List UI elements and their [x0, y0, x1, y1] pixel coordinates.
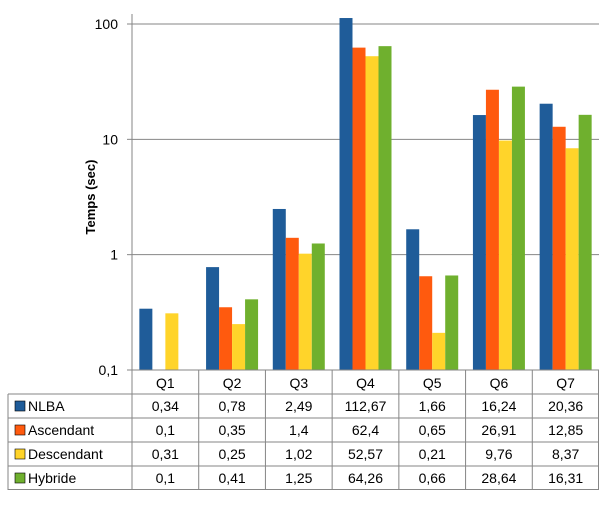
data-label: 0,1	[156, 422, 176, 438]
data-label: 1,4	[289, 422, 309, 438]
data-label: 62,4	[352, 422, 379, 438]
y-tick-label: 0,1	[99, 362, 119, 378]
bar-nlba-q7	[539, 103, 553, 371]
x-tick-label: Q2	[223, 375, 242, 391]
data-label: 0,78	[218, 398, 245, 414]
data-label: 0,66	[419, 470, 446, 486]
bar-nlba-q3	[272, 208, 286, 370]
data-label: 0,1	[156, 470, 176, 486]
bar-descendant-q1	[165, 313, 179, 370]
bar-ascendant-q4	[352, 47, 366, 371]
bar-descendant-q3	[298, 253, 312, 370]
x-tick-label: Q6	[490, 375, 509, 391]
bar-hybride-q2	[245, 299, 259, 370]
bar-descendant-q6	[498, 140, 512, 370]
x-tick-label: Q3	[289, 375, 308, 391]
legend-key-nlba	[14, 400, 26, 412]
x-tick-label: Q4	[356, 375, 375, 391]
bar-descendant-q7	[565, 148, 579, 370]
data-label: 0,25	[218, 446, 245, 462]
data-label: 112,67	[345, 398, 387, 414]
bar-nlba-q5	[406, 229, 420, 370]
y-tick-label: 10	[102, 131, 118, 147]
data-label: 16,24	[481, 398, 516, 414]
data-label: 0,65	[419, 422, 446, 438]
data-label: 1,66	[419, 398, 446, 414]
bar-nlba-q4	[339, 18, 353, 370]
bar-hybride-q7	[578, 114, 592, 370]
data-label: 0,34	[152, 398, 179, 414]
bar-hybride-q4	[378, 46, 392, 370]
x-tick-label: Q7	[556, 375, 575, 391]
legend-label-hybride: Hybride	[28, 470, 76, 486]
legend-label-ascendant: Ascendant	[28, 422, 94, 438]
data-label: 20,36	[548, 398, 583, 414]
x-tick-label: Q1	[156, 375, 175, 391]
legend-label-descendant: Descendant	[28, 446, 103, 462]
data-label: 52,57	[348, 446, 383, 462]
data-label: 16,31	[548, 470, 583, 486]
legend-label-nlba: NLBA	[28, 398, 65, 414]
data-label: 0,21	[419, 446, 446, 462]
legend-key-descendant	[14, 448, 26, 460]
bar-ascendant-q2	[219, 307, 233, 370]
data-label: 1,25	[285, 470, 312, 486]
bar-descendant-q4	[365, 56, 379, 370]
bar-ascendant-q6	[485, 89, 499, 371]
data-label: 64,26	[348, 470, 383, 486]
bar-descendant-q5	[432, 332, 446, 370]
bar-nlba-q6	[472, 115, 486, 370]
y-axis-label: Temps (sec)	[83, 160, 98, 235]
data-label: 2,49	[285, 398, 312, 414]
bar-ascendant-q7	[552, 126, 566, 371]
bar-nlba-q2	[206, 267, 220, 370]
data-label: 0,31	[152, 446, 179, 462]
legend-key-hybride	[14, 472, 26, 484]
y-tick-label: 100	[95, 16, 119, 32]
data-label: 12,85	[548, 422, 583, 438]
bar-hybride-q5	[445, 275, 459, 370]
bar-ascendant-q3	[285, 237, 299, 370]
data-label: 26,91	[481, 422, 516, 438]
bar-ascendant-q5	[419, 276, 433, 370]
data-label: 0,35	[218, 422, 245, 438]
data-label: 28,64	[481, 470, 516, 486]
x-tick-label: Q5	[423, 375, 442, 391]
bar-nlba-q1	[139, 308, 153, 370]
data-label: 1,02	[285, 446, 312, 462]
data-label: 8,37	[552, 446, 579, 462]
bar-hybride-q3	[311, 243, 325, 370]
legend-key-ascendant	[14, 424, 26, 436]
data-label: 9,76	[485, 446, 512, 462]
bar-hybride-q6	[511, 86, 525, 370]
y-tick-label: 1	[110, 247, 118, 263]
bar-descendant-q2	[232, 324, 246, 370]
data-label: 0,41	[218, 470, 245, 486]
